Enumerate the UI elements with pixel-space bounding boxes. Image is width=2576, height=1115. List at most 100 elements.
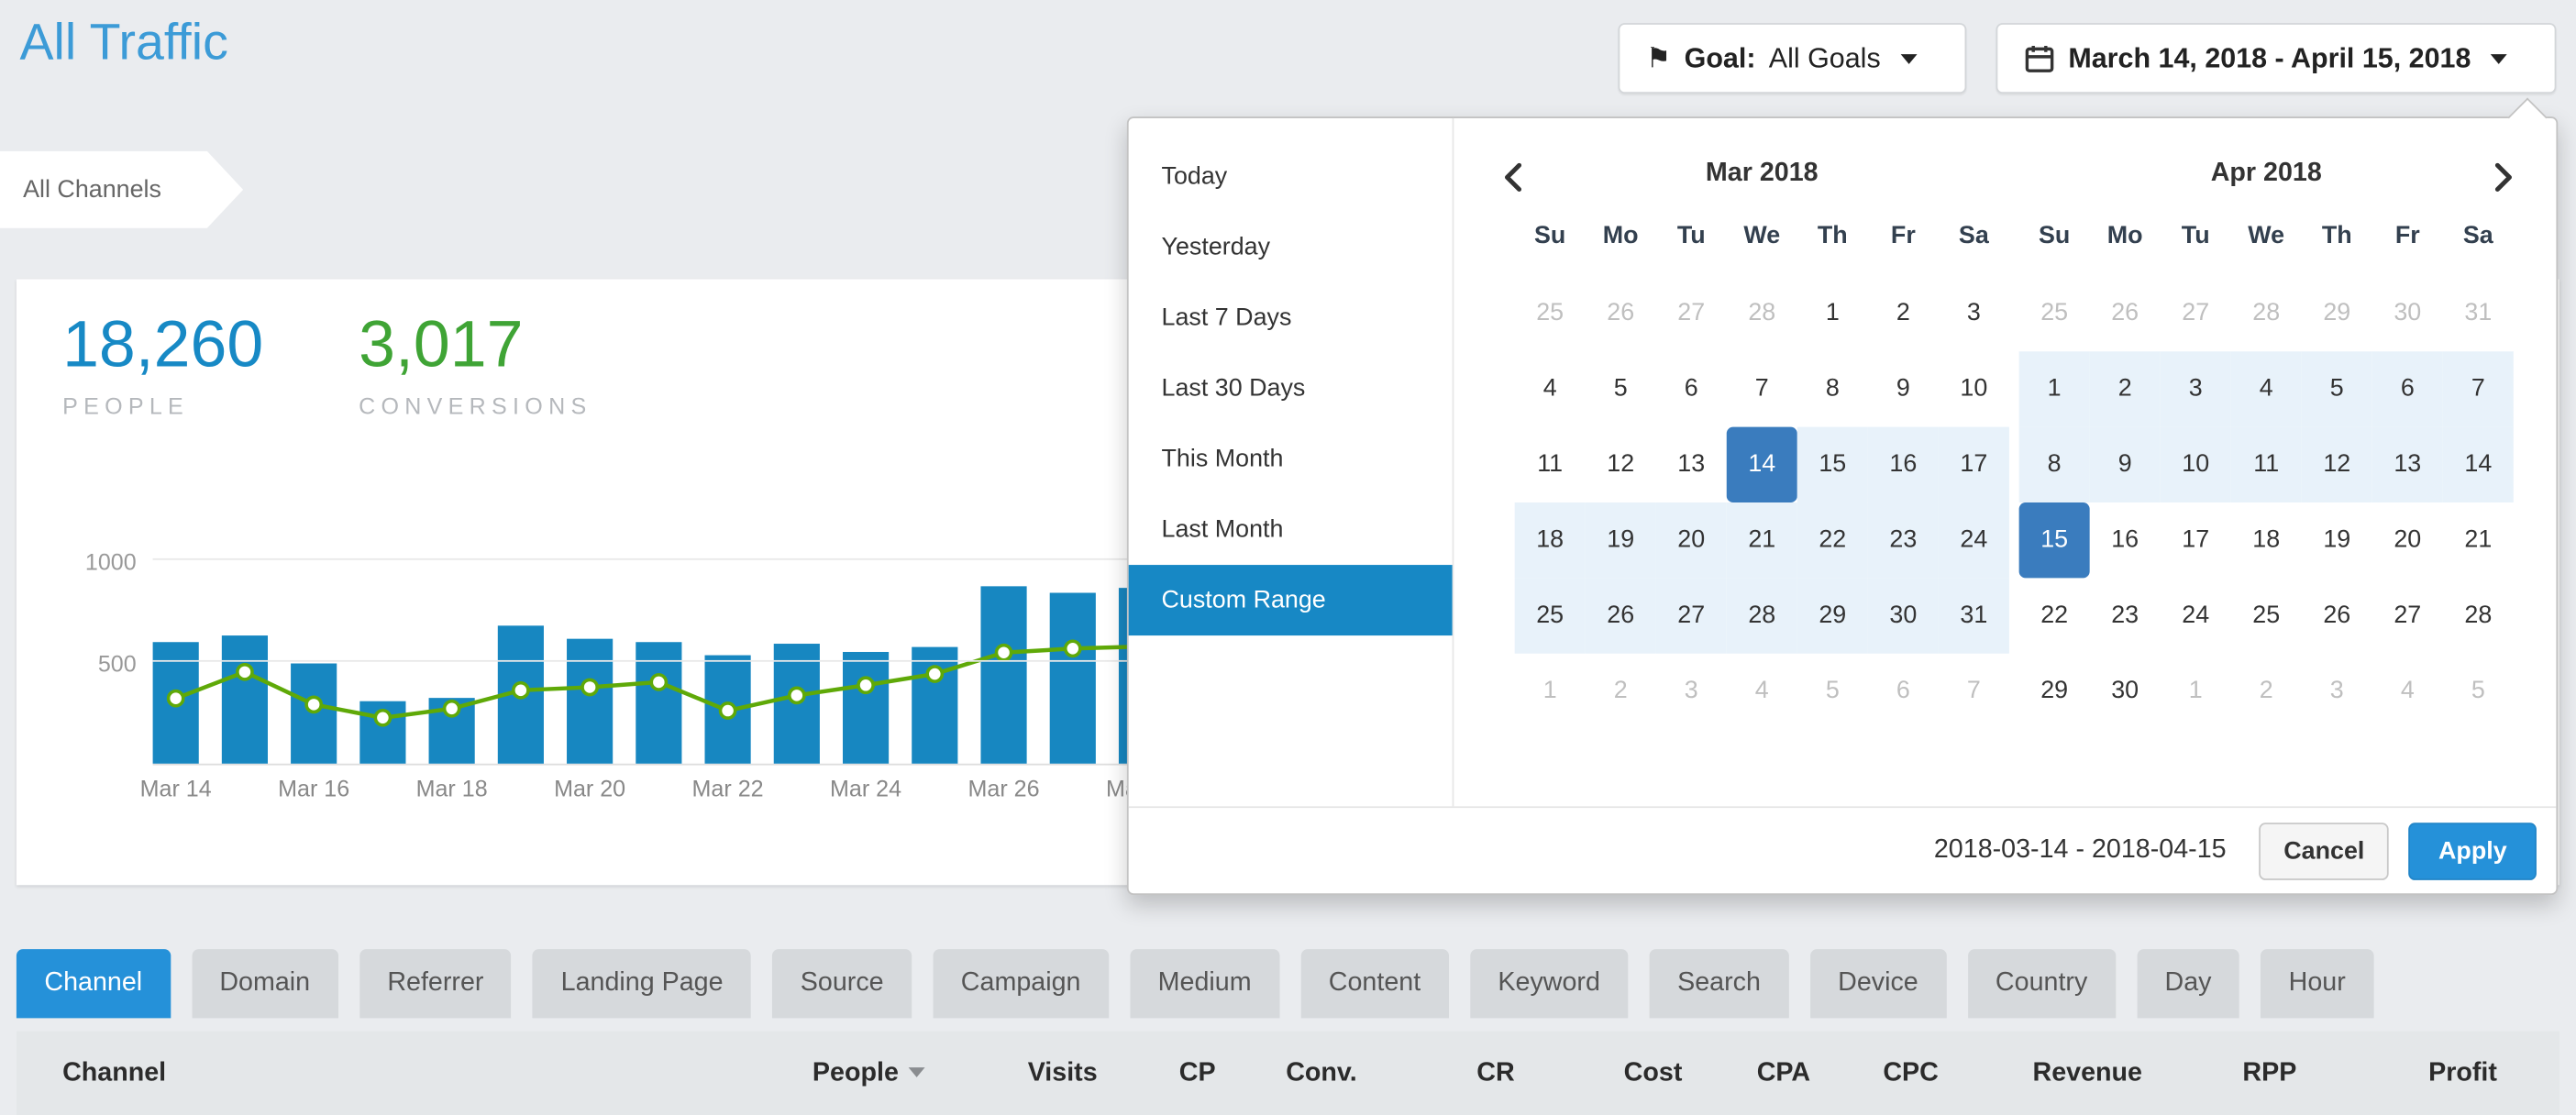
tab-source[interactable]: Source (772, 949, 912, 1019)
day-cell[interactable]: 4 (2230, 351, 2302, 427)
day-cell[interactable]: 21 (1726, 502, 1797, 579)
day-cell[interactable]: 4 (1754, 676, 1769, 705)
day-cell[interactable]: 19 (1585, 502, 1656, 579)
line-marker[interactable] (925, 665, 945, 683)
day-cell[interactable]: 4 (1542, 374, 1557, 403)
day-cell[interactable]: 13 (2371, 426, 2443, 503)
preset-last-month[interactable]: Last Month (1161, 515, 1284, 544)
day-cell[interactable]: 14 (2442, 426, 2514, 503)
cancel-button[interactable]: Cancel (2259, 822, 2390, 880)
day-cell[interactable]: 5 (2471, 676, 2485, 705)
day-cell[interactable]: 2 (2089, 351, 2161, 427)
day-cell[interactable]: 12 (1607, 449, 1635, 479)
table-column-conv[interactable]: Conv. (1216, 1058, 1357, 1087)
day-cell[interactable]: 19 (2323, 525, 2351, 554)
line-marker[interactable] (857, 676, 875, 695)
day-cell[interactable]: 3 (2160, 351, 2231, 427)
date-range-button[interactable]: March 14, 2018 - April 15, 2018 (1996, 23, 2557, 94)
bar[interactable] (636, 641, 682, 764)
day-cell[interactable]: 21 (2464, 525, 2493, 554)
tab-hour[interactable]: Hour (2261, 949, 2374, 1019)
day-cell[interactable]: 7 (1754, 374, 1769, 403)
table-column-profit[interactable]: Profit (2296, 1058, 2497, 1087)
day-cell[interactable]: 20 (1655, 502, 1727, 579)
table-column-cpc[interactable]: CPC (1810, 1058, 1939, 1087)
day-cell[interactable]: 27 (1655, 578, 1727, 654)
prev-month-button[interactable] (1493, 158, 1536, 201)
day-cell[interactable]: 17 (2182, 525, 2210, 554)
table-column-people[interactable]: People (745, 1058, 925, 1087)
day-cell[interactable]: 31 (1938, 578, 2009, 654)
day-cell[interactable]: 29 (2040, 676, 2069, 705)
day-cell[interactable]: 18 (1514, 502, 1586, 579)
line-marker[interactable] (236, 662, 254, 681)
preset-custom-range[interactable]: Custom Range (1128, 565, 1453, 636)
day-cell[interactable]: 24 (2182, 601, 2210, 629)
day-cell[interactable]: 5 (1613, 374, 1628, 403)
day-cell[interactable]: 6 (1896, 676, 1910, 705)
day-cell[interactable]: 25 (1536, 298, 1564, 327)
day-cell[interactable]: 26 (2111, 298, 2139, 327)
preset-last-7-days[interactable]: Last 7 Days (1161, 304, 1292, 332)
day-cell[interactable]: 2 (1896, 298, 1910, 327)
day-cell[interactable]: 16 (1867, 426, 1939, 503)
day-cell[interactable]: 23 (2111, 601, 2139, 629)
line-marker[interactable] (649, 673, 669, 691)
day-cell[interactable]: 4 (2400, 676, 2415, 705)
tab-search[interactable]: Search (1649, 949, 1789, 1019)
day-cell[interactable]: 5 (2301, 351, 2372, 427)
bar[interactable] (291, 663, 337, 764)
tab-channel[interactable]: Channel (16, 949, 171, 1019)
bar[interactable] (567, 638, 614, 764)
day-cell[interactable]: 2 (1613, 676, 1628, 705)
preset-yesterday[interactable]: Yesterday (1161, 233, 1271, 261)
day-cell[interactable]: 8 (2018, 426, 2090, 503)
line-marker[interactable] (718, 701, 737, 720)
line-marker[interactable] (373, 708, 392, 727)
day-cell[interactable]: 25 (2252, 601, 2281, 629)
day-cell[interactable]: 27 (2182, 298, 2210, 327)
day-cell[interactable]: 26 (1585, 578, 1656, 654)
table-column-visits[interactable]: Visits (925, 1058, 1098, 1087)
day-cell[interactable]: 26 (2323, 601, 2351, 629)
line-marker[interactable] (1063, 639, 1082, 658)
line-marker[interactable] (512, 680, 530, 700)
day-cell[interactable]: 17 (1938, 426, 2009, 503)
day-cell[interactable]: 28 (1748, 298, 1776, 327)
day-cell[interactable]: 12 (2301, 426, 2372, 503)
table-column-cr[interactable]: CR (1357, 1058, 1514, 1087)
day-cell[interactable]: 20 (2394, 525, 2422, 554)
day-cell[interactable]: 1 (2018, 351, 2090, 427)
day-cell[interactable]: 30 (1867, 578, 1939, 654)
bar[interactable] (221, 635, 268, 764)
line-marker[interactable] (580, 678, 599, 697)
goal-dropdown-button[interactable]: ⚑ Goal: All Goals (1618, 23, 1967, 94)
day-cell[interactable]: 2 (2259, 676, 2273, 705)
day-cell[interactable]: 5 (1825, 676, 1840, 705)
table-column-channel[interactable]: Channel (62, 1058, 744, 1087)
day-cell[interactable]: 25 (2040, 298, 2069, 327)
table-column-cost[interactable]: Cost (1515, 1058, 1683, 1087)
tab-day[interactable]: Day (2137, 949, 2239, 1019)
day-cell[interactable]: 1 (1825, 298, 1840, 327)
line-marker[interactable] (304, 695, 324, 714)
apply-button[interactable]: Apply (2408, 822, 2537, 880)
day-cell[interactable]: 30 (2111, 676, 2139, 705)
bar[interactable] (980, 586, 1027, 764)
tab-device[interactable]: Device (1809, 949, 1947, 1019)
preset-today[interactable]: Today (1161, 162, 1228, 191)
tab-country[interactable]: Country (1967, 949, 2116, 1019)
next-month-button[interactable] (2481, 158, 2524, 201)
day-cell[interactable]: 22 (2040, 601, 2069, 629)
day-cell[interactable]: 27 (1677, 298, 1706, 327)
table-column-cpa[interactable]: CPA (1682, 1058, 1810, 1087)
line-marker[interactable] (787, 686, 806, 705)
tab-referrer[interactable]: Referrer (359, 949, 512, 1019)
line-marker[interactable] (166, 689, 185, 708)
day-cell[interactable]: 6 (1684, 374, 1698, 403)
day-cell[interactable]: 13 (1677, 449, 1706, 479)
day-cell[interactable]: 1 (1542, 676, 1557, 705)
day-cell-selected[interactable]: 15 (2018, 502, 2090, 579)
bar[interactable] (1049, 592, 1096, 764)
day-cell[interactable]: 10 (2160, 426, 2231, 503)
